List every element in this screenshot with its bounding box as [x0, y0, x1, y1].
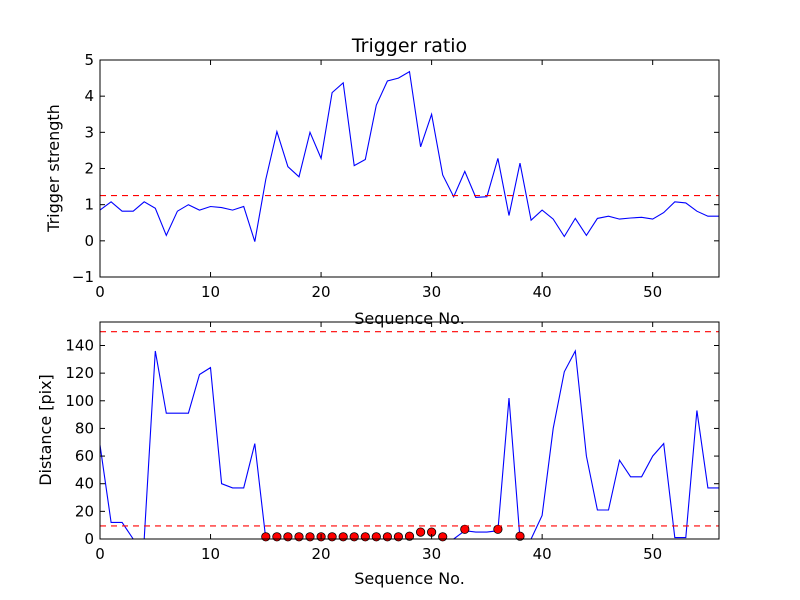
axes-frame	[99, 321, 720, 540]
y-tick-label: 140	[65, 336, 94, 354]
x-tick-label: 20	[312, 545, 331, 563]
data-point-marker	[349, 532, 359, 542]
x-tick-label: 10	[201, 283, 220, 301]
data-point-marker	[294, 532, 304, 542]
data-point-marker	[404, 531, 415, 541]
y-axis-label: Distance [pix]	[36, 374, 55, 486]
data-point-marker	[272, 532, 282, 542]
axes-frame	[99, 59, 720, 278]
y-tick-label: 100	[65, 392, 94, 410]
y-tick-label: 4	[84, 87, 94, 105]
x-tick-label: 10	[201, 545, 220, 563]
chart-title: Trigger ratio	[351, 35, 467, 57]
data-point-marker	[360, 532, 370, 542]
data-point-marker	[327, 532, 337, 542]
distance-panel: 0 10 20 30 40 50 0 20 40 60 80 100 120 140 Sequence N…	[36, 321, 720, 588]
x-tick-label: 50	[643, 283, 662, 301]
series-line	[100, 70, 719, 242]
y-tick-label: −1	[72, 268, 94, 286]
y-tick-label: 40	[75, 475, 94, 493]
data-point-marker	[438, 532, 448, 542]
y-tick-label: 60	[75, 447, 94, 465]
data-point-marker	[261, 532, 271, 542]
y-tick-label: 0	[84, 232, 94, 250]
data-point-marker	[415, 527, 426, 537]
x-tick-label: 50	[643, 545, 662, 563]
data-point-marker	[515, 531, 525, 541]
distance-plot-area: 0 10 20 30 40 50 0 20 40 60 80 100 120 140	[65, 321, 720, 563]
x-tick-label: 40	[533, 283, 552, 301]
data-point-marker	[393, 532, 403, 542]
data-point-marker	[283, 532, 293, 542]
y-tick-label: 5	[84, 51, 94, 69]
series-line	[100, 349, 719, 539]
data-point-marker	[305, 532, 315, 542]
y-tick-label: 80	[75, 419, 94, 437]
y-axis-label: Trigger strength	[44, 104, 63, 233]
y-tick-label: 20	[75, 502, 94, 520]
y-tick-label: 0	[84, 530, 94, 548]
x-tick-label: 30	[422, 545, 441, 563]
data-point-marker	[493, 524, 503, 534]
data-point-marker	[371, 532, 381, 542]
x-tick-label: 0	[95, 283, 105, 301]
y-tick-label: 2	[84, 160, 94, 178]
y-tick-label: 3	[84, 123, 94, 141]
x-tick-label: 20	[312, 283, 331, 301]
y-tick-label: 120	[65, 364, 94, 382]
data-point-marker	[382, 532, 392, 542]
data-point-marker	[338, 532, 348, 542]
x-axis-label: Sequence No.	[354, 309, 465, 328]
y-tick-label: 1	[84, 196, 94, 214]
data-point-marker	[460, 524, 470, 534]
x-tick-label: 30	[422, 283, 441, 301]
x-axis-label: Sequence No.	[354, 569, 465, 588]
x-tick-label: 40	[533, 545, 552, 563]
x-tick-label: 0	[95, 545, 105, 563]
